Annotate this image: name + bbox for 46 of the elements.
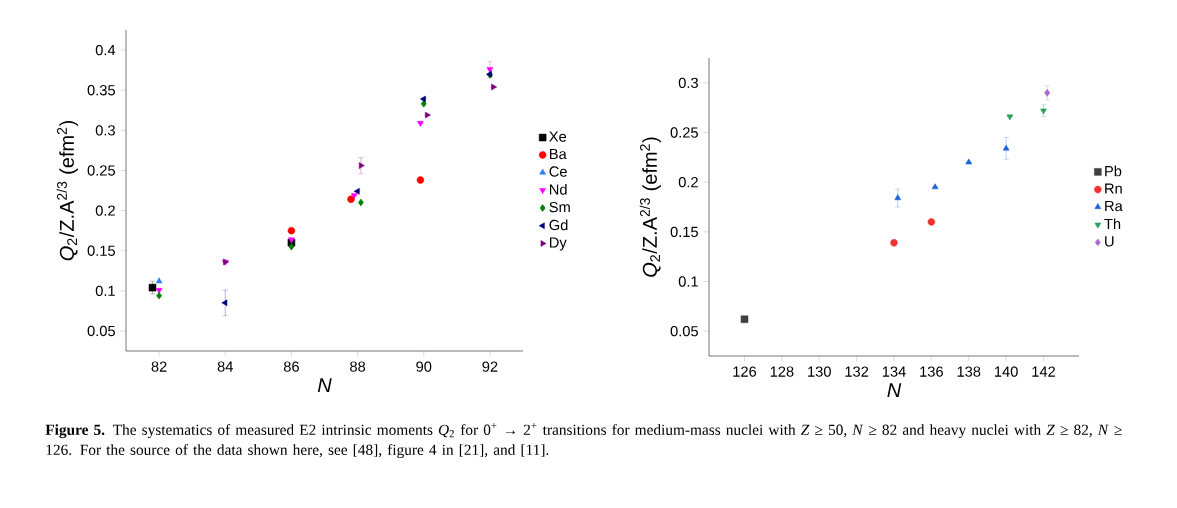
x-tick-label: 128 — [770, 366, 794, 377]
x-axis-title: N — [887, 383, 902, 398]
y-axis-title: Q$_{2}$/Z.A$^{2/3}$ (efm$^{2}$) — [639, 137, 661, 277]
x-tick-label: 142 — [1032, 366, 1055, 377]
x-tick-label: 140 — [995, 366, 1018, 377]
x-tick-label: 136 — [920, 366, 943, 377]
y-tick-label: 0.05 — [670, 325, 698, 337]
y-tick-label: 0.15 — [670, 226, 698, 238]
legend-label: Ra — [1105, 200, 1123, 212]
y-tick-label: 0.35 — [87, 85, 115, 96]
legend-label: Ba — [550, 148, 567, 160]
x-tick-label: 90 — [416, 361, 432, 372]
legend-label: Th — [1104, 218, 1121, 230]
y-tick-label: 0.15 — [87, 245, 115, 256]
y-tick-label: 0.2 — [678, 176, 698, 188]
y-tick-label: 0.4 — [95, 44, 116, 56]
x-tick-label: 126 — [733, 366, 757, 377]
x-tick-label: 134 — [882, 366, 906, 377]
legend-label: U — [1105, 236, 1114, 247]
x-tick-label: 86 — [283, 361, 299, 372]
legend-label: Ce — [549, 166, 567, 177]
x-tick-label: 92 — [482, 361, 498, 372]
legend-label: Xe — [549, 131, 567, 142]
text: Figure 5. The systematics of measured E2 intrinsic moments Q$_{2}$ for 0$^{+}$ → 2$^{+}$ transitions for medium-mass nuclei with Z ≥ 50, N ≥ 82 and heavy nuclei with Z ≥ 82, N ≥ 126. For the source of the data shown here, see [48], figure 4 in [21], and [11]. — [45, 422, 1122, 459]
y-axis-title: Q$_{2}$/Z.A$^{2/3}$ (efm$^{2}$) — [56, 121, 78, 261]
x-tick-label: 82 — [151, 361, 167, 372]
legend-label: Pb — [1105, 165, 1122, 177]
x-tick-label: 84 — [217, 361, 233, 372]
y-tick-label: 0.3 — [678, 77, 698, 89]
x-tick-label: 132 — [845, 366, 869, 377]
legend-label: Sm — [549, 201, 570, 213]
y-tick-label: 0.05 — [87, 325, 115, 337]
y-tick-label: 0.2 — [95, 205, 115, 216]
legend-label: Nd — [550, 183, 567, 195]
x-tick-label: 138 — [957, 366, 981, 377]
legend-label: Rn — [1105, 183, 1122, 194]
x-tick-label: 130 — [808, 366, 831, 377]
legend-label: Gd — [549, 219, 568, 231]
y-tick-label: 0.1 — [95, 285, 115, 297]
y-tick-label: 0.3 — [95, 125, 115, 136]
legend-label: Dy — [550, 237, 567, 251]
y-tick-label: 0.25 — [670, 127, 698, 138]
x-axis-title: N — [317, 378, 332, 393]
x-tick-label: 88 — [350, 361, 366, 372]
y-tick-label: 0.1 — [678, 276, 698, 287]
y-tick-label: 0.25 — [87, 165, 115, 176]
